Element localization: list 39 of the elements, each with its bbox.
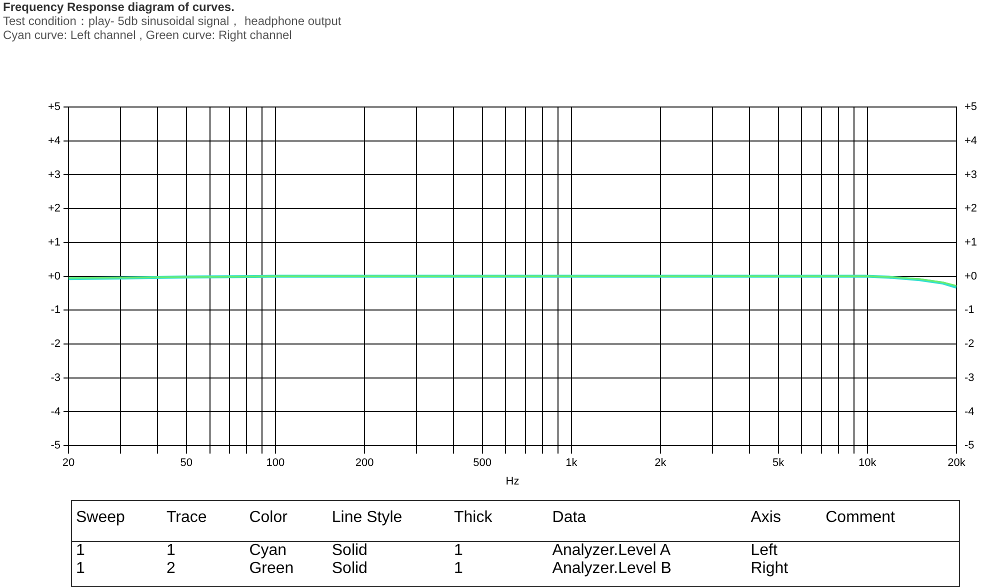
x-tick-label: 5k xyxy=(772,457,785,470)
y2-tick-label: +4 xyxy=(964,134,978,147)
y-tick-label: +5 xyxy=(48,101,61,114)
y2-tick-label: +3 xyxy=(964,168,978,181)
text: 1 2 Green Solid 1 Analyzer.Level B Right xyxy=(76,560,788,577)
text: 1 1 Cyan Solid 1 Analyzer.Level A Left xyxy=(76,542,778,559)
y2-tick-label: +1 xyxy=(964,236,978,248)
y2-tick-label: +2 xyxy=(964,202,978,215)
y2-tick-label: -5 xyxy=(964,440,974,452)
y-tick-label: -2 xyxy=(50,338,61,350)
chart-subtitle: Test condition：play- 5db sinusoidal signal， headphone output xyxy=(3,14,342,28)
text: Sweep Trace Color Line Style Thick Data Axis Comment xyxy=(76,509,895,526)
x-tick-label: 2k xyxy=(654,457,667,470)
y2-tick-label: +5 xyxy=(964,101,978,114)
y-tick-label: -1 xyxy=(50,304,61,316)
y-tick-label: +2 xyxy=(48,202,61,215)
x-tick-label: 200 xyxy=(355,457,374,470)
x-axis-title: Hz xyxy=(506,475,520,488)
y-tick-label: +1 xyxy=(48,236,61,248)
x-tick-label: 1k xyxy=(566,457,578,470)
y-tick-label: -4 xyxy=(50,406,61,418)
x-tick-label: 500 xyxy=(473,457,492,470)
y-tick-label: -5 xyxy=(50,440,61,452)
y-tick-label: +4 xyxy=(48,134,61,147)
y2-tick-label: -4 xyxy=(964,406,974,418)
y2-tick-label: -2 xyxy=(964,338,974,350)
x-tick-label: 10k xyxy=(858,457,877,470)
chart-title: Frequency Response diagram of curves. xyxy=(3,0,236,14)
x-tick-label: 20 xyxy=(62,457,75,470)
y-tick-label: +3 xyxy=(48,168,61,181)
y-tick-label: +0 xyxy=(48,270,61,282)
y2-tick-label: -3 xyxy=(964,372,974,384)
x-tick-label: 100 xyxy=(266,457,285,470)
y-tick-label: -3 xyxy=(50,372,61,384)
x-tick-label: 20k xyxy=(948,457,966,470)
x-tick-label: 50 xyxy=(180,457,192,470)
text: Cyan curve: Left channel , Green curve: Right channel xyxy=(3,28,293,42)
y2-tick-label: -1 xyxy=(964,304,974,316)
y2-tick-label: +0 xyxy=(964,270,978,282)
